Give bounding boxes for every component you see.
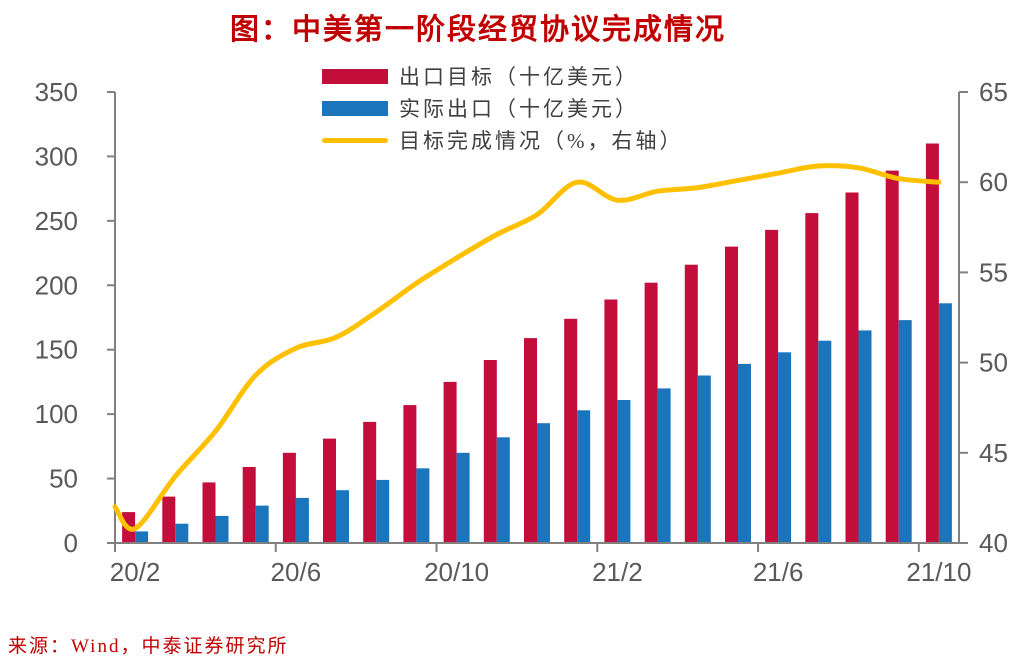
x-axis-tick-label: 20/6 — [271, 557, 322, 587]
actual-bar-20/8 — [376, 479, 390, 543]
actual-bar-21/6 — [778, 352, 792, 543]
target-bar-21/5 — [725, 246, 738, 543]
target-bar-20/9 — [403, 405, 417, 543]
source-note: 来源：Wind，中泰证券研究所 — [8, 636, 289, 657]
legend-item-completion: 目标完成情况（%，右轴） — [322, 124, 684, 156]
target-bar-20/10 — [443, 381, 457, 543]
target-bar-21/6 — [765, 229, 779, 543]
axis-labels: 0 50 100 150 200 250 300 350 40 45 50 55 60 65 20/2 20/… — [35, 77, 1008, 587]
x-axis-tick-label: 21/2 — [592, 557, 643, 587]
bar-series — [122, 143, 952, 543]
right-axis-tick-label: 45 — [979, 438, 1008, 468]
target-bar-20/6 — [282, 452, 296, 543]
target-bar-21/8 — [845, 192, 859, 543]
target-bar-20/8 — [363, 421, 377, 543]
axes — [107, 91, 968, 552]
legend-item-label: 目标完成情况（%，右轴） — [399, 129, 684, 153]
left-axis-tick-label: 0 — [64, 528, 78, 558]
legend-item-export-target: 出口目标（十亿美元） — [322, 60, 684, 92]
actual-bar-swatch — [322, 100, 388, 116]
target-bar-21/10 — [925, 143, 939, 543]
left-axis-tick-label: 100 — [35, 399, 78, 429]
right-axis-tick-label: 65 — [979, 77, 1008, 107]
target-bar-20/5 — [242, 467, 256, 543]
target-bar-20/4 — [202, 482, 216, 543]
target-bar-21/7 — [805, 213, 819, 543]
right-axis-tick-label: 60 — [979, 167, 1008, 197]
actual-bar-21/2 — [617, 400, 631, 543]
actual-bar-21/7 — [818, 340, 832, 543]
actual-bar-21/1 — [577, 410, 591, 543]
target-bar-20/11 — [483, 360, 497, 543]
actual-bar-20/6 — [295, 497, 309, 543]
chart-title: 图：中美第一阶段经贸协议完成情况 — [229, 14, 726, 46]
actual-bar-21/9 — [898, 320, 912, 543]
target-bar-20/3 — [162, 496, 176, 543]
actual-bar-21/4 — [697, 375, 711, 543]
right-axis-tick-label: 50 — [979, 348, 1008, 378]
legend-item-label: 实际出口（十亿美元） — [399, 97, 639, 121]
target-bar-20/12 — [524, 338, 537, 543]
actual-bar-20/3 — [175, 523, 189, 543]
target-bar-21/2 — [604, 299, 618, 543]
actual-bar-21/8 — [858, 330, 872, 543]
actual-bar-20/4 — [215, 515, 229, 543]
target-bar-21/1 — [564, 318, 578, 543]
actual-bar-20/9 — [416, 468, 430, 543]
legend-item-actual-export: 实际出口（十亿美元） — [322, 92, 684, 124]
actual-bar-20/11 — [496, 437, 510, 543]
target-bar-21/4 — [684, 264, 698, 543]
right-axis-tick-label: 55 — [979, 257, 1008, 287]
target-bars — [122, 143, 939, 543]
actual-bar-20/2 — [135, 531, 149, 543]
chart-legend: 出口目标（十亿美元） 实际出口（十亿美元） 目标完成情况（%，右轴） — [322, 60, 684, 156]
actual-bar-20/5 — [255, 505, 269, 543]
x-axis-tick-label: 21/6 — [753, 557, 804, 587]
actual-bar-21/3 — [657, 388, 671, 543]
left-axis-tick-label: 300 — [35, 141, 78, 171]
completion-line-swatch — [322, 137, 388, 143]
left-axis-tick-label: 50 — [49, 464, 78, 494]
target-bar-20/7 — [323, 438, 336, 543]
x-axis-tick-label: 21/10 — [906, 557, 971, 587]
x-axis-tick-label: 20/10 — [424, 557, 489, 587]
left-axis-tick-label: 150 — [35, 335, 78, 365]
actual-bars — [135, 303, 952, 543]
actual-bar-21/10 — [938, 303, 952, 543]
target-bar-21/3 — [644, 282, 658, 543]
target-bar-swatch — [322, 68, 388, 84]
left-axis-tick-label: 250 — [35, 206, 78, 236]
right-axis-tick-label: 40 — [979, 528, 1008, 558]
completion-line — [112, 163, 942, 532]
left-axis-tick-label: 350 — [35, 77, 78, 107]
x-axis-tick-label: 20/2 — [110, 557, 161, 587]
actual-bar-21/5 — [738, 363, 751, 543]
actual-bar-20/7 — [336, 490, 349, 543]
actual-bar-20/12 — [537, 423, 550, 543]
left-axis-tick-label: 200 — [35, 270, 78, 300]
actual-bar-20/10 — [456, 452, 470, 543]
legend-item-label: 出口目标（十亿美元） — [399, 65, 639, 89]
target-bar-21/9 — [885, 170, 899, 543]
